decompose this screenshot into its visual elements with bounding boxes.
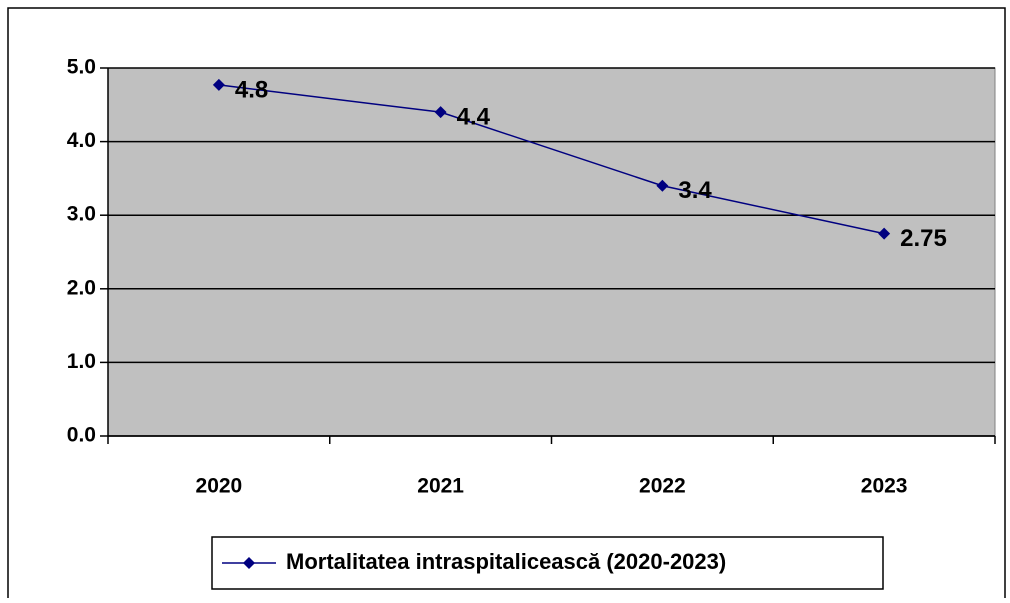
- data-label: 2.75: [900, 225, 947, 252]
- y-tick-label: 3.0: [67, 203, 96, 226]
- legend-box: [211, 536, 884, 590]
- data-label: 4.4: [457, 104, 491, 131]
- x-tick-label: 2022: [639, 475, 686, 498]
- data-label: 4.8: [235, 76, 268, 103]
- y-tick-label: 4.0: [67, 129, 96, 152]
- data-label: 3.4: [678, 177, 712, 204]
- plot-area: [107, 67, 996, 437]
- chart-frame: [7, 7, 1006, 598]
- y-tick-label: 1.0: [67, 350, 96, 373]
- data-point: [656, 179, 669, 192]
- data-point: [212, 78, 225, 91]
- data-point: [434, 106, 447, 119]
- y-tick-label: 5.0: [67, 56, 96, 79]
- data-point: [878, 227, 891, 240]
- legend-marker: [243, 557, 255, 569]
- legend-label: Mortalitatea intraspitalicească (2020-20…: [286, 549, 726, 574]
- x-tick-label: 2020: [196, 475, 243, 498]
- x-tick-label: 2023: [861, 475, 908, 498]
- y-tick-label: 2.0: [67, 276, 96, 299]
- x-tick-label: 2021: [417, 475, 464, 498]
- series-line: [218, 84, 885, 235]
- y-tick-label: 0.0: [67, 424, 96, 447]
